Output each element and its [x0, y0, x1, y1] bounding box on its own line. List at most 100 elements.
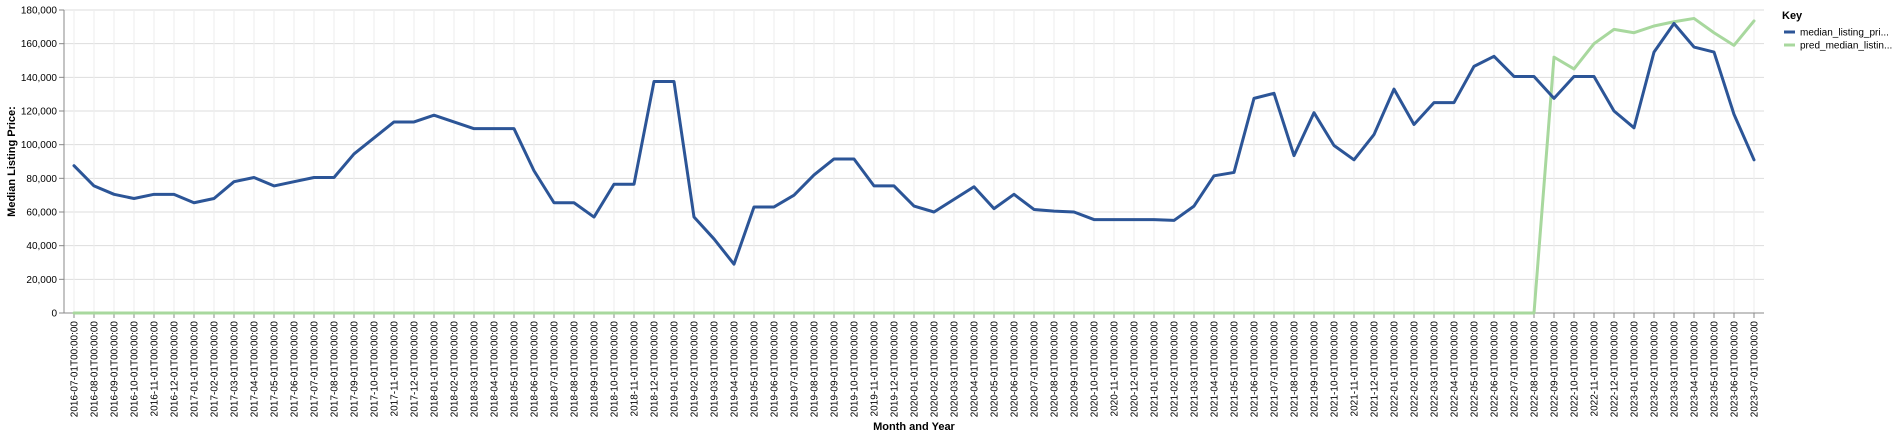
series-line-1	[72, 16, 1756, 315]
y-axis-ticks: 0 20,000 40,000 60,000 80,000 100,000 120,000 1…	[21, 6, 64, 320]
x-tick-label: 2017-04-01T00:00:00	[250, 321, 261, 418]
x-tick-label: 2017-09-01T00:00:00	[350, 321, 361, 418]
x-tick-label: 2018-04-01T00:00:00	[490, 321, 501, 418]
x-tick-label: 2019-07-01T00:00:00	[790, 321, 801, 418]
x-tick-label: 2016-07-01T00:00:00	[70, 321, 81, 418]
x-tick-label: 2023-06-01T00:00:00	[1730, 321, 1741, 418]
x-tick-label: 2019-11-01T00:00:00	[870, 321, 881, 417]
x-tick-label: 2020-09-01T00:00:00	[1070, 321, 1081, 418]
gridlines	[64, 9, 1764, 314]
x-tick-label: 2021-06-01T00:00:00	[1250, 321, 1261, 418]
x-tick-label: 2022-08-01T00:00:00	[1530, 321, 1541, 418]
y-axis-title: Median Listing Price:	[6, 106, 18, 217]
x-tick-label: 2021-05-01T00:00:00	[1230, 321, 1241, 418]
x-tick-label: 2017-02-01T00:00:00	[210, 321, 221, 418]
x-tick-label: 2019-04-01T00:00:00	[730, 321, 741, 418]
x-tick-label: 2019-08-01T00:00:00	[810, 321, 821, 418]
x-tick-label: 2016-10-01T00:00:00	[130, 321, 141, 418]
x-tick-label: 2017-12-01T00:00:00	[410, 321, 421, 418]
x-tick-label: 2020-05-01T00:00:00	[990, 321, 1001, 418]
x-tick-label: 2020-07-01T00:00:00	[1030, 321, 1041, 418]
legend-label: median_listing_pri...	[1800, 28, 1889, 39]
x-tick-label: 2021-11-01T00:00:00	[1350, 321, 1361, 417]
x-tick-label: 2022-06-01T00:00:00	[1490, 321, 1501, 418]
x-tick-label: 2019-09-01T00:00:00	[830, 321, 841, 418]
x-tick-label: 2022-10-01T00:00:00	[1570, 321, 1581, 418]
x-tick-label: 2017-01-01T00:00:00	[190, 321, 201, 418]
legend-title: Key	[1782, 10, 1803, 22]
x-tick-label: 2020-06-01T00:00:00	[1010, 321, 1021, 418]
x-tick-label: 2023-03-01T00:00:00	[1670, 321, 1681, 418]
x-tick-label: 2023-04-01T00:00:00	[1690, 321, 1701, 418]
x-tick-label: 2023-07-01T00:00:00	[1750, 321, 1761, 418]
x-axis-ticks: 2016-07-01T00:00:00 2016-08-01T00:00:00 20…	[70, 313, 1761, 417]
x-tick-label: 2020-01-01T00:00:00	[910, 321, 921, 418]
x-tick-label: 2020-02-01T00:00:00	[930, 321, 941, 418]
x-tick-label: 2022-02-01T00:00:00	[1410, 321, 1421, 418]
y-tick-label: 140,000	[21, 73, 58, 84]
x-tick-label: 2018-05-01T00:00:00	[510, 321, 521, 418]
x-tick-label: 2020-10-01T00:00:00	[1090, 321, 1101, 418]
x-tick-label: 2018-09-01T00:00:00	[590, 321, 601, 418]
x-tick-label: 2021-07-01T00:00:00	[1270, 321, 1281, 418]
x-tick-label: 2017-03-01T00:00:00	[230, 321, 241, 418]
x-tick-label: 2019-02-01T00:00:00	[690, 321, 701, 418]
x-tick-label: 2022-09-01T00:00:00	[1550, 321, 1561, 418]
x-tick-label: 2017-10-01T00:00:00	[370, 321, 381, 418]
x-tick-label: 2019-06-01T00:00:00	[770, 321, 781, 418]
y-tick-label: 0	[51, 309, 57, 320]
y-tick-label: 160,000	[21, 39, 58, 50]
x-tick-label: 2017-07-01T00:00:00	[310, 321, 321, 418]
x-tick-label: 2019-12-01T00:00:00	[890, 321, 901, 418]
y-tick-label: 60,000	[26, 208, 57, 219]
y-tick-label: 180,000	[21, 6, 58, 17]
x-tick-label: 2017-05-01T00:00:00	[270, 321, 281, 418]
x-tick-label: 2021-04-01T00:00:00	[1210, 321, 1221, 418]
x-tick-label: 2017-08-01T00:00:00	[330, 321, 341, 418]
x-tick-label: 2019-10-01T00:00:00	[850, 321, 861, 418]
x-tick-label: 2017-06-01T00:00:00	[290, 321, 301, 418]
x-tick-label: 2018-02-01T00:00:00	[450, 321, 461, 418]
x-tick-label: 2023-02-01T00:00:00	[1650, 321, 1661, 418]
x-axis-title: Month and Year	[873, 421, 955, 433]
x-tick-label: 2018-08-01T00:00:00	[570, 321, 581, 418]
x-tick-label: 2018-07-01T00:00:00	[550, 321, 561, 418]
x-tick-label: 2018-10-01T00:00:00	[610, 321, 621, 418]
x-tick-label: 2021-02-01T00:00:00	[1170, 321, 1181, 418]
x-tick-label: 2020-08-01T00:00:00	[1050, 321, 1061, 418]
x-tick-label: 2017-11-01T00:00:00	[390, 321, 401, 417]
y-tick-label: 80,000	[26, 174, 57, 185]
x-tick-label: 2021-10-01T00:00:00	[1330, 321, 1341, 418]
x-tick-label: 2021-01-01T00:00:00	[1150, 321, 1161, 418]
x-tick-label: 2021-03-01T00:00:00	[1190, 321, 1201, 418]
x-tick-label: 2016-09-01T00:00:00	[110, 321, 121, 418]
x-tick-label: 2021-12-01T00:00:00	[1370, 321, 1381, 418]
x-tick-label: 2018-03-01T00:00:00	[470, 321, 481, 418]
series-lines	[72, 16, 1756, 315]
x-tick-label: 2018-06-01T00:00:00	[530, 321, 541, 418]
x-tick-label: 2020-11-01T00:00:00	[1110, 321, 1121, 417]
x-tick-label: 2020-12-01T00:00:00	[1130, 321, 1141, 418]
x-tick-label: 2016-08-01T00:00:00	[90, 321, 101, 418]
x-tick-label: 2019-03-01T00:00:00	[710, 321, 721, 418]
x-tick-label: 2022-11-01T00:00:00	[1590, 321, 1601, 417]
x-tick-label: 2018-11-01T00:00:00	[630, 321, 641, 417]
x-tick-label: 2016-11-01T00:00:00	[150, 321, 161, 417]
x-tick-label: 2018-01-01T00:00:00	[430, 321, 441, 418]
x-tick-label: 2022-04-01T00:00:00	[1450, 321, 1461, 418]
x-tick-label: 2022-03-01T00:00:00	[1430, 321, 1441, 418]
legend: Key median_listing_pri... pred_median_lis…	[1782, 10, 1892, 52]
x-tick-label: 2023-05-01T00:00:00	[1710, 321, 1721, 418]
x-tick-label: 2023-01-01T00:00:00	[1630, 321, 1641, 418]
x-tick-label: 2022-01-01T00:00:00	[1390, 321, 1401, 418]
x-tick-label: 2022-12-01T00:00:00	[1610, 321, 1621, 418]
series-line-0	[72, 21, 1756, 266]
x-tick-label: 2019-05-01T00:00:00	[750, 321, 761, 418]
legend-label: pred_median_listin...	[1800, 41, 1892, 52]
x-tick-label: 2022-07-01T00:00:00	[1510, 321, 1521, 418]
x-tick-label: 2021-09-01T00:00:00	[1310, 321, 1321, 418]
x-tick-label: 2020-04-01T00:00:00	[970, 321, 981, 418]
x-tick-label: 2021-08-01T00:00:00	[1290, 321, 1301, 418]
x-tick-label: 2022-05-01T00:00:00	[1470, 321, 1481, 418]
